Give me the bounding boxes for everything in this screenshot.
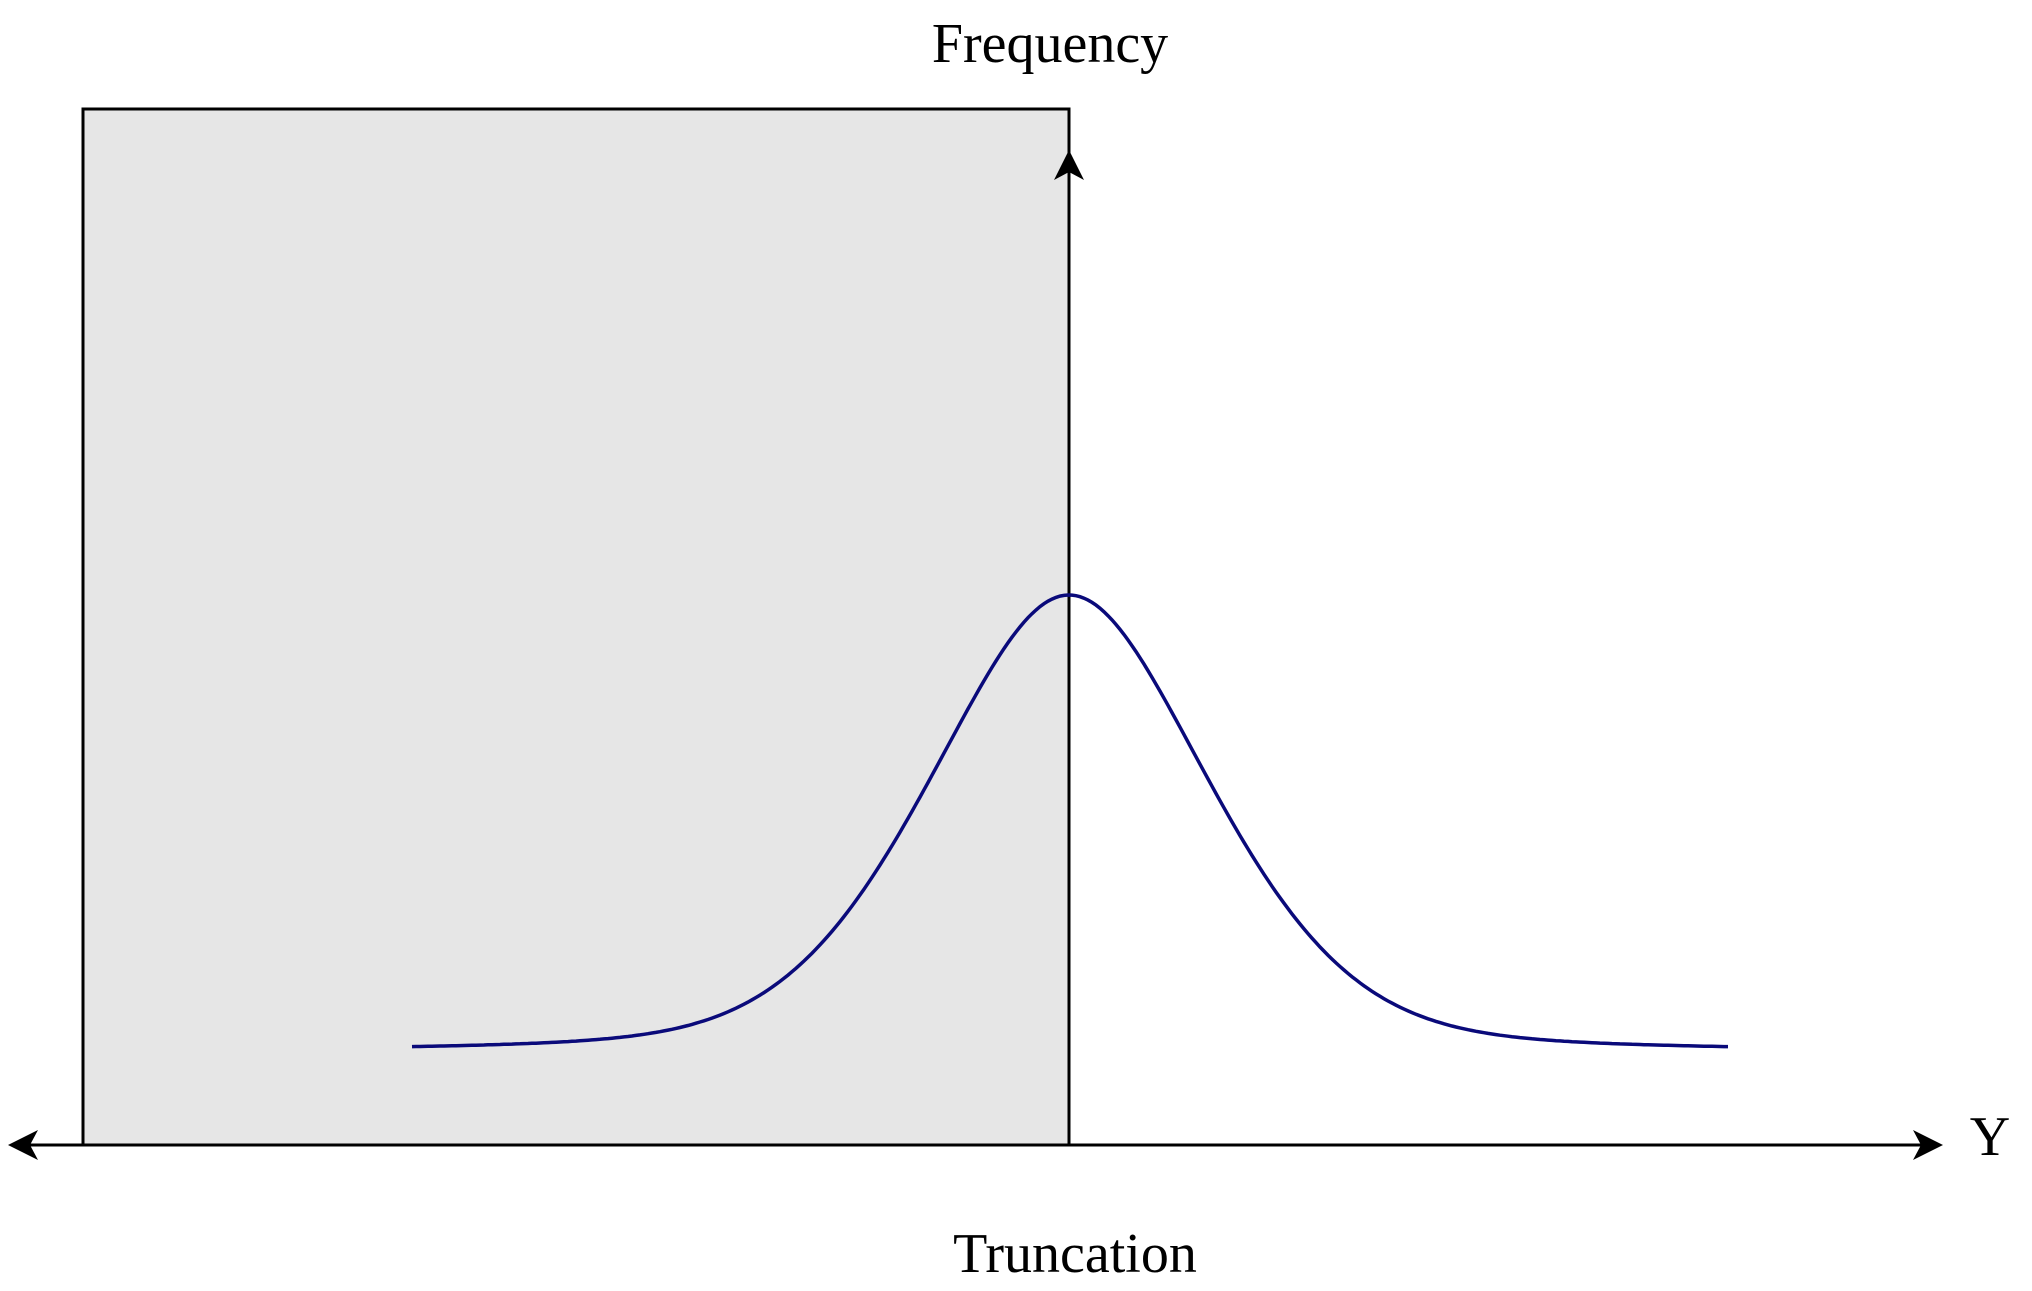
frequency-label: Frequency — [932, 13, 1168, 75]
truncated-region — [81, 107, 1071, 1147]
truncation-label: Truncation — [953, 1223, 1197, 1285]
y-label: Y — [1970, 1106, 2010, 1168]
distribution-curve — [411, 593, 1728, 1049]
